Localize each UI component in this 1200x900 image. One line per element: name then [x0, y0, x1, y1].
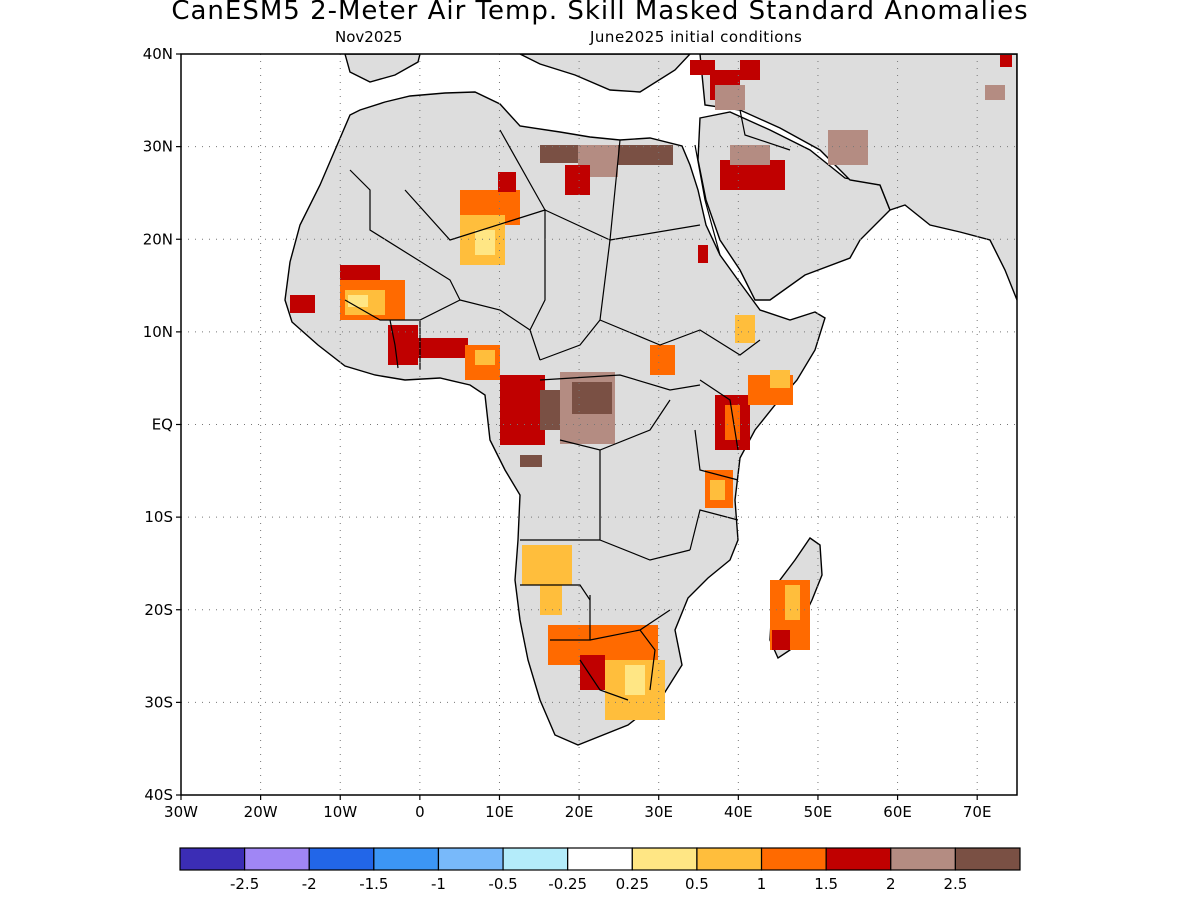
forecast-month: Nov2025 — [335, 28, 403, 46]
anomaly-patch — [290, 295, 315, 313]
anomaly-patch — [580, 655, 605, 690]
anomaly-patch — [475, 230, 495, 255]
lon-tick-label: 10E — [485, 803, 514, 821]
anomaly-patch — [715, 85, 745, 110]
lat-tick-label: EQ — [152, 416, 173, 434]
colorbar-swatch — [954, 847, 1021, 871]
lon-tick-label: 20E — [565, 803, 594, 821]
colorbar-swatch — [373, 847, 440, 871]
colorbar-label: 2 — [886, 875, 896, 893]
map-title: CanESM5 2-Meter Air Temp. Skill Masked S… — [171, 0, 1029, 26]
lon-tick-label: 30E — [644, 803, 673, 821]
lon-tick-label: 20W — [244, 803, 278, 821]
lat-tick-label: 20N — [143, 230, 173, 248]
colorbar-swatch — [308, 847, 375, 871]
colorbar-label: -2.5 — [230, 875, 259, 893]
initial-conditions: June2025 initial conditions — [590, 28, 803, 46]
lon-tick-label: 70E — [963, 803, 992, 821]
anomaly-patch — [520, 455, 542, 467]
colorbar-swatch — [631, 847, 698, 871]
colorbar-label: 0.25 — [616, 875, 649, 893]
lon-tick-label: 0 — [415, 803, 425, 821]
iberia-landmass — [344, 54, 421, 83]
colorbar-label: -1.5 — [359, 875, 388, 893]
lat-tick-label: 30S — [144, 693, 173, 711]
colorbar-swatch — [696, 847, 763, 871]
colorbar-label: 1 — [757, 875, 767, 893]
anomaly-patch — [418, 338, 468, 358]
lat-tick-label: 10S — [144, 508, 173, 526]
southern-europe-landmass — [519, 54, 691, 93]
anomaly-patch — [540, 580, 562, 615]
colorbar-swatch — [890, 847, 956, 871]
anomaly-patch — [475, 350, 495, 365]
colorbar-swatch — [825, 847, 892, 871]
anomaly-patch — [772, 630, 790, 650]
map-content — [181, 54, 1017, 795]
anomaly-patch — [540, 145, 580, 163]
anomaly-patch — [698, 245, 708, 263]
anomaly-patch — [498, 172, 516, 192]
anomaly-patch — [770, 370, 790, 388]
longitude-axis: 30W 20W 10W 0 10E 20E 30E 40E 50E 60E 70E — [164, 795, 991, 821]
colorbar-label: 1.5 — [814, 875, 838, 893]
lat-tick-label: 40S — [144, 786, 173, 804]
colorbar-label: -2 — [302, 875, 317, 893]
lon-tick-label: 40E — [724, 803, 753, 821]
middle-east-landmass — [699, 54, 1017, 301]
latitude-axis: 40N 30N 20N 10N EQ 10S 20S 30S 40S — [143, 45, 181, 804]
anomaly-patch — [500, 375, 545, 445]
anomaly-patch — [985, 85, 1005, 100]
lat-tick-label: 30N — [143, 138, 173, 156]
country-borders — [344, 109, 791, 701]
anomaly-patch — [650, 345, 675, 375]
colorbar-swatch — [179, 847, 246, 871]
lon-tick-label: 30W — [164, 803, 198, 821]
colorbar-label: -0.5 — [488, 875, 517, 893]
colorbar-label: 0.5 — [685, 875, 709, 893]
anomaly-patches — [290, 55, 1012, 720]
lon-tick-label: 10W — [323, 803, 357, 821]
anomaly-patch — [565, 165, 590, 195]
colorbar-label: 2.5 — [943, 875, 967, 893]
anomaly-patch — [618, 145, 673, 165]
anomaly-patch — [730, 145, 770, 165]
colorbar-swatch — [437, 847, 504, 871]
anomaly-patch — [828, 130, 868, 165]
anomaly-patch — [740, 60, 760, 80]
colorbar-swatch — [567, 847, 633, 871]
lon-tick-label: 50E — [804, 803, 833, 821]
colorbar-label: -0.25 — [548, 875, 587, 893]
colorbar — [179, 847, 1021, 871]
lat-tick-label: 40N — [143, 45, 173, 63]
colorbar-label: -1 — [431, 875, 446, 893]
anomaly-patch — [522, 545, 572, 585]
anomaly-patch — [710, 480, 725, 500]
anomaly-patch — [572, 382, 612, 414]
anomaly-patch — [348, 295, 368, 307]
colorbar-labels: -2.5 -2 -1.5 -1 -0.5 -0.25 0.25 0.5 1 1.5 2 2.5 — [230, 875, 967, 893]
anomaly-patch — [725, 405, 740, 440]
colorbar-swatch — [760, 847, 827, 871]
anomaly-patch — [785, 585, 800, 620]
anomaly-patch — [690, 60, 715, 75]
lat-tick-label: 10N — [143, 323, 173, 341]
anomaly-patch — [1000, 55, 1012, 67]
anomaly-patch — [735, 315, 755, 343]
colorbar-swatch — [244, 847, 310, 871]
lon-tick-label: 60E — [883, 803, 912, 821]
lat-tick-label: 20S — [144, 601, 173, 619]
anomaly-patch — [625, 665, 645, 695]
colorbar-swatch — [502, 847, 569, 871]
anomaly-patch — [540, 390, 560, 430]
